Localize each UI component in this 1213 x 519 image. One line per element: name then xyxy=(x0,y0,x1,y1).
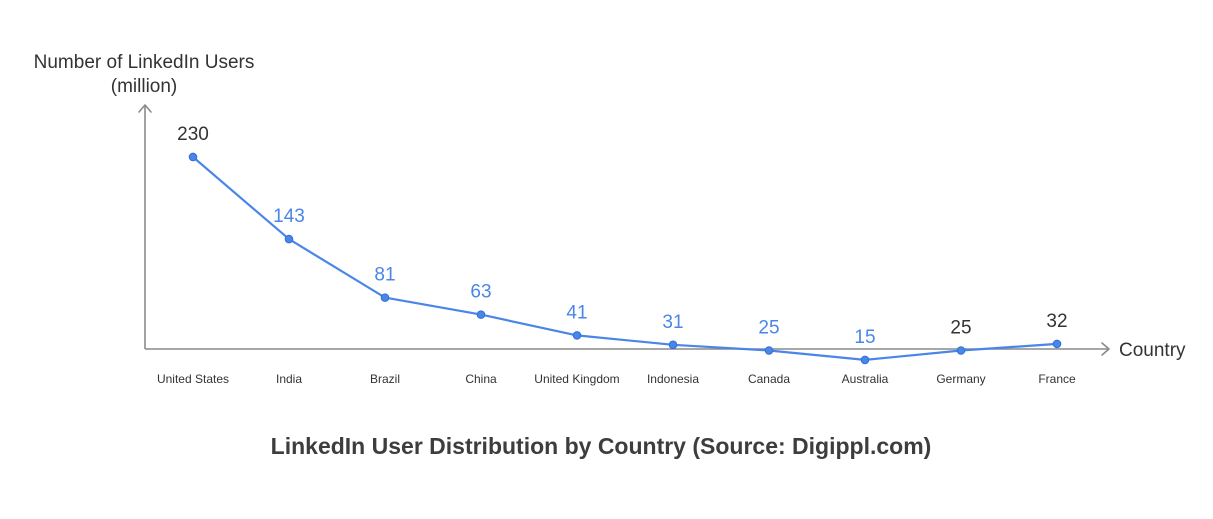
data-label: 143 xyxy=(273,206,305,227)
x-tick-label: United States xyxy=(157,372,229,386)
data-label: 81 xyxy=(374,265,395,286)
data-label: 230 xyxy=(177,124,209,145)
y-axis-arrow xyxy=(138,104,152,113)
data-point xyxy=(380,293,390,302)
data-label: 31 xyxy=(662,312,683,333)
data-point xyxy=(476,310,486,319)
data-label: 25 xyxy=(950,318,971,339)
data-label: 41 xyxy=(566,302,587,323)
x-tick-label: India xyxy=(276,372,302,386)
data-label: 15 xyxy=(854,327,875,348)
y-axis-title-line-1: Number of LinkedIn Users xyxy=(34,52,255,73)
data-point xyxy=(956,346,966,355)
chart-marks: 230 United States 143 India 81 Brazil 63 China 4… xyxy=(157,124,1076,386)
x-tick-label: Brazil xyxy=(370,372,400,386)
x-tick-label: Canada xyxy=(748,372,790,386)
data-point xyxy=(284,234,294,244)
x-tick-label: United Kingdom xyxy=(534,372,619,386)
data-point xyxy=(188,152,198,162)
x-tick-label: Australia xyxy=(842,372,889,386)
data-label: 63 xyxy=(470,282,491,303)
x-axis-arrow xyxy=(1101,342,1110,356)
x-axis-title: Country xyxy=(1119,340,1186,361)
x-tick-label: Germany xyxy=(936,372,985,386)
data-point xyxy=(572,331,582,340)
data-label: 32 xyxy=(1046,311,1067,332)
chart-title: LinkedIn User Distribution by Country (S… xyxy=(271,433,932,459)
data-label: 25 xyxy=(758,318,779,339)
x-tick-label: China xyxy=(465,372,497,386)
y-axis-title-line-2: (million) xyxy=(111,76,178,97)
data-point xyxy=(764,346,774,355)
data-point xyxy=(1052,339,1062,349)
data-point xyxy=(668,340,678,350)
data-point xyxy=(860,355,870,365)
x-tick-label: Indonesia xyxy=(647,372,699,386)
x-tick-label: France xyxy=(1038,372,1076,386)
series-line xyxy=(192,156,1058,361)
